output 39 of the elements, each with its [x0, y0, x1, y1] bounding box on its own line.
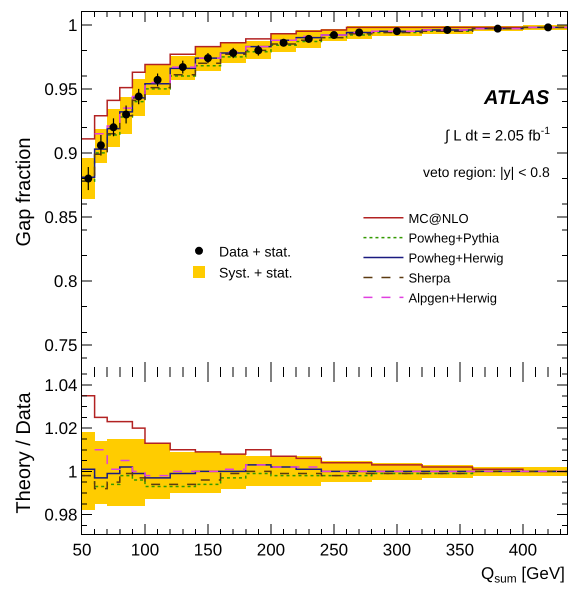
y-tick-label: 0.8 — [54, 272, 78, 291]
point — [109, 123, 118, 132]
annotation: ∫ L dt = 2.05 fb$^{-1}$ — [444, 125, 550, 144]
point — [443, 26, 452, 34]
y-tick-label: 1 — [68, 16, 78, 35]
point — [84, 174, 92, 183]
x-tick-label: 50 — [72, 540, 92, 560]
x-tick-label: 200 — [256, 540, 286, 560]
legend-label: Powheg+Pythia — [408, 230, 500, 246]
point — [544, 23, 552, 32]
legend-label: MC@NLO — [408, 210, 469, 226]
y-axis-title: Theory / Data — [12, 392, 35, 514]
legend-label: Sherpa — [408, 270, 452, 286]
point — [122, 110, 130, 118]
x-tick-label: 300 — [382, 540, 412, 560]
annotation: veto region: |y| < 0.8 — [423, 164, 550, 180]
y-tick-label: 0.98 — [44, 506, 78, 525]
point — [494, 24, 502, 33]
y-tick-label: 1.04 — [44, 376, 78, 395]
y-tick-label: 0.9 — [54, 144, 78, 163]
y-tick-label: 1.02 — [44, 419, 78, 438]
legend-label: Syst. + stat. — [219, 264, 293, 280]
legend-label: Data + stat. — [219, 243, 291, 260]
x-axis-title: Q$_{sum}$ [GeV] — [481, 564, 565, 586]
x-tick-label: 250 — [320, 540, 348, 560]
y-tick-label: 0.75 — [44, 336, 78, 356]
legend-label: Powheg+Herwig — [408, 250, 504, 266]
y-tick-label: 1 — [68, 462, 78, 482]
y-axis-title: Gap fraction — [12, 138, 35, 246]
point — [134, 92, 143, 101]
x-tick-label: 350 — [446, 540, 474, 560]
y-tick-label: 0.95 — [44, 80, 78, 99]
y-tick-label: 0.85 — [44, 208, 78, 227]
x-tick-label: 100 — [130, 540, 160, 560]
annotation: ATLAS — [483, 87, 550, 109]
point — [392, 27, 401, 36]
legend-label: Alpgen+Herwig — [408, 290, 497, 306]
x-tick-label: 150 — [194, 540, 222, 560]
x-tick-label: 400 — [508, 540, 538, 560]
